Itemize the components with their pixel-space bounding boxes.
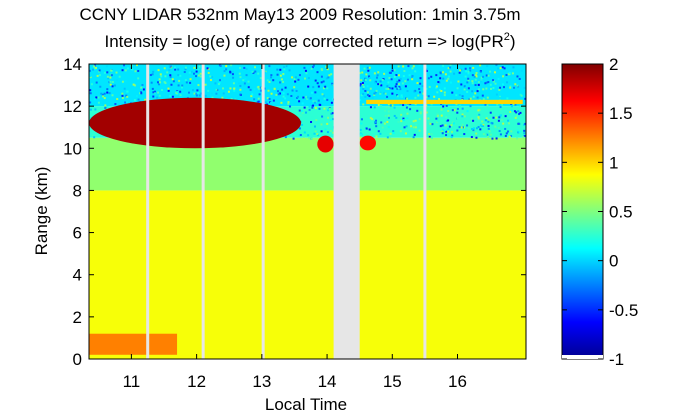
- y-tick-label: 10: [63, 139, 82, 158]
- colorbar-tick-label: 1: [609, 153, 618, 172]
- colorbar-tick-label: -0.5: [609, 301, 638, 320]
- colorbar-tick-label: 0.5: [609, 203, 633, 222]
- plot-frame: [88, 63, 527, 360]
- x-tick-label: 11: [123, 372, 141, 391]
- colorbar-missing-swatch: [562, 355, 603, 359]
- colorbar-tick-label: -1: [609, 350, 624, 369]
- y-tick-label: 4: [73, 266, 82, 285]
- colorbar-tick-label: 0: [609, 252, 618, 271]
- background-0: [89, 190, 526, 359]
- chart-title: CCNY LIDAR 532nm May13 2009 Resolution: …: [80, 5, 521, 24]
- thin-layer-8: [366, 99, 523, 105]
- heatmap-area: [89, 64, 526, 359]
- y-tick-label: 14: [63, 55, 82, 74]
- cloud-layer-7: [359, 135, 376, 151]
- subtitle-suffix: ): [510, 32, 516, 51]
- colorbar-tick-label: 1.5: [609, 104, 633, 123]
- y-tick-label: 2: [73, 308, 82, 327]
- y-tick-label: 12: [63, 97, 82, 116]
- chart-subtitle: Intensity = log(e) of range corrected re…: [104, 31, 515, 51]
- y-tick-label: 0: [73, 350, 82, 369]
- y-tick-label: 8: [73, 181, 82, 200]
- x-tick-label: 14: [318, 372, 337, 391]
- cloud-layer-5: [89, 97, 301, 149]
- x-tick-label: 16: [448, 372, 467, 391]
- subtitle-prefix: Intensity = log(e) of range corrected re…: [104, 32, 503, 51]
- missing-profile-0: [146, 64, 150, 359]
- x-tick-label: 13: [252, 372, 271, 391]
- x-axis-label: Local Time: [265, 395, 347, 414]
- subtitle-superscript: 2: [504, 31, 510, 43]
- colorbar: [561, 63, 604, 360]
- missing-profile-3: [423, 64, 427, 359]
- x-tick-label: 12: [187, 372, 206, 391]
- x-tick-label: 15: [383, 372, 402, 391]
- data-gap: [333, 64, 360, 359]
- missing-profile-1: [201, 64, 205, 359]
- missing-profile-2: [261, 64, 265, 359]
- y-tick-label: 6: [73, 224, 82, 243]
- y-axis-label: Range (km): [32, 167, 51, 256]
- boundary-layer-4: [89, 333, 178, 355]
- colorbar-tick-label: 2: [609, 55, 618, 74]
- cloud-layer-6: [317, 135, 334, 153]
